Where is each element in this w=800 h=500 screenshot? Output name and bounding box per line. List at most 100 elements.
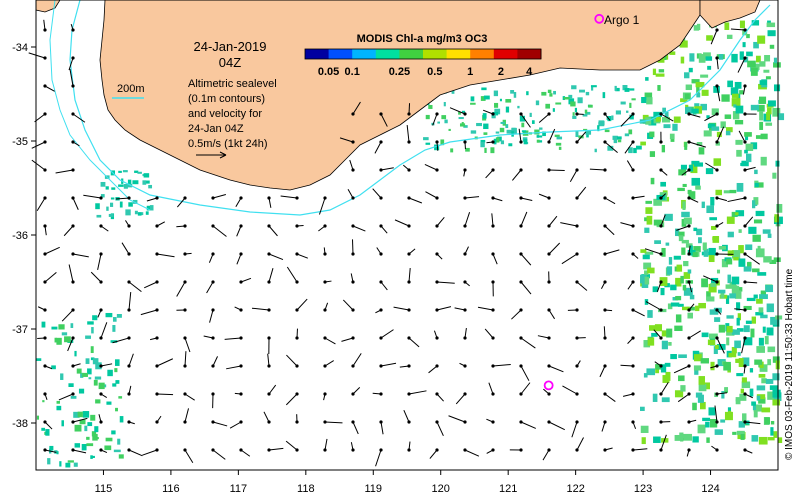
- chl-patch: [731, 93, 739, 98]
- velocity-arrow: [520, 113, 531, 128]
- chl-patch: [653, 219, 663, 226]
- velocity-arrow: [144, 281, 158, 289]
- chl-patch: [666, 266, 673, 275]
- velocity-arrow: [710, 29, 718, 45]
- chl-patch: [126, 183, 133, 188]
- chl-patch: [114, 359, 120, 366]
- velocity-arrow: [142, 449, 158, 456]
- chl-patch: [505, 124, 509, 129]
- velocity-arrow: [716, 222, 724, 227]
- velocity-arrow: [352, 421, 359, 435]
- chl-patch: [708, 407, 716, 416]
- velocity-arrow: [654, 361, 662, 367]
- velocity-arrow: [347, 189, 354, 199]
- chl-patch: [708, 255, 715, 263]
- chl-patch: [505, 106, 510, 113]
- chl-patch: [747, 60, 756, 68]
- chl-patch: [723, 361, 731, 371]
- chl-patch: [736, 373, 744, 377]
- velocity-arrow: [600, 281, 606, 290]
- chl-patch: [766, 303, 774, 313]
- velocity-arrow: [44, 271, 57, 283]
- chl-patch: [731, 53, 738, 63]
- velocity-arrow: [375, 309, 382, 314]
- chl-patch: [758, 397, 766, 404]
- chl-patch: [684, 141, 688, 150]
- chl-patch: [76, 368, 82, 374]
- colorbar-swatch: [517, 49, 542, 59]
- velocity-arrow: [464, 246, 469, 255]
- velocity-arrow: [351, 239, 354, 255]
- chl-patch: [774, 214, 780, 223]
- chl-patch: [694, 103, 700, 107]
- velocity-arrow: [323, 247, 326, 255]
- chl-patch: [647, 337, 655, 346]
- chl-patch: [582, 114, 588, 117]
- chl-patch: [690, 164, 698, 174]
- chl-patch: [687, 269, 692, 274]
- chl-patch: [56, 400, 60, 404]
- chl-patch: [711, 108, 719, 116]
- velocity-arrow: [656, 281, 662, 292]
- velocity-arrow: [660, 214, 666, 227]
- chl-patch: [706, 115, 710, 119]
- chl-patch: [769, 259, 777, 265]
- x-tick-label: 116: [162, 483, 180, 495]
- chl-patch: [720, 293, 725, 299]
- chl-patch: [664, 362, 671, 367]
- velocity-arrow: [632, 421, 637, 430]
- colorbar-tick-label: 0.05: [318, 66, 339, 78]
- chl-patch: [737, 313, 742, 321]
- chl-patch: [641, 97, 647, 104]
- velocity-arrow: [688, 197, 699, 203]
- velocity-arrow: [399, 365, 410, 368]
- chl-patch: [729, 189, 737, 194]
- argo-float-marker: [594, 13, 605, 24]
- velocity-arrow: [156, 221, 166, 227]
- x-axis: 115 116 117 118 119 120 121 122 123 124: [95, 470, 720, 495]
- colorbar-swatch: [470, 49, 495, 59]
- chl-patch: [459, 123, 466, 127]
- chl-patch: [678, 231, 685, 237]
- velocity-arrow: [716, 126, 725, 143]
- chl-patch: [113, 449, 121, 453]
- velocity-arrow: [408, 197, 423, 204]
- colorbar-swatch: [328, 49, 353, 59]
- velocity-arrow: [537, 335, 550, 339]
- chl-patch: [679, 40, 688, 48]
- chl-patch: [643, 373, 648, 378]
- velocity-arrow: [58, 393, 74, 401]
- velocity-arrow: [548, 365, 564, 373]
- chl-patch: [711, 126, 720, 131]
- chl-patch: [745, 244, 753, 251]
- chl-patch: [772, 107, 781, 117]
- chl-patch: [759, 294, 768, 300]
- velocity-arrow: [604, 197, 616, 205]
- velocity-arrow: [31, 141, 46, 149]
- chl-patch: [631, 98, 636, 101]
- velocity-arrow: [604, 113, 611, 121]
- chl-patch: [549, 93, 553, 97]
- chl-patch: [775, 315, 783, 320]
- chl-patch: [645, 77, 649, 81]
- chl-patch: [759, 80, 767, 86]
- velocity-arrow: [738, 130, 746, 143]
- velocity-arrow: [632, 448, 648, 451]
- chl-patch: [698, 54, 706, 63]
- y-tick-label: -36: [12, 230, 28, 242]
- chl-patch: [691, 177, 701, 186]
- velocity-arrow: [485, 169, 494, 179]
- chl-patch: [714, 429, 723, 435]
- chl-patch: [499, 127, 505, 133]
- velocity-arrow: [620, 113, 634, 127]
- velocity-arrow: [601, 421, 606, 432]
- velocity-arrow: [350, 273, 354, 283]
- velocity-arrow: [324, 421, 343, 424]
- chl-patch: [585, 111, 591, 115]
- chl-patch: [710, 282, 717, 287]
- chl-patch: [85, 335, 91, 339]
- chl-patch: [756, 298, 763, 304]
- velocity-arrow: [463, 169, 466, 177]
- chl-patch: [677, 303, 684, 307]
- chl-patch: [758, 373, 766, 378]
